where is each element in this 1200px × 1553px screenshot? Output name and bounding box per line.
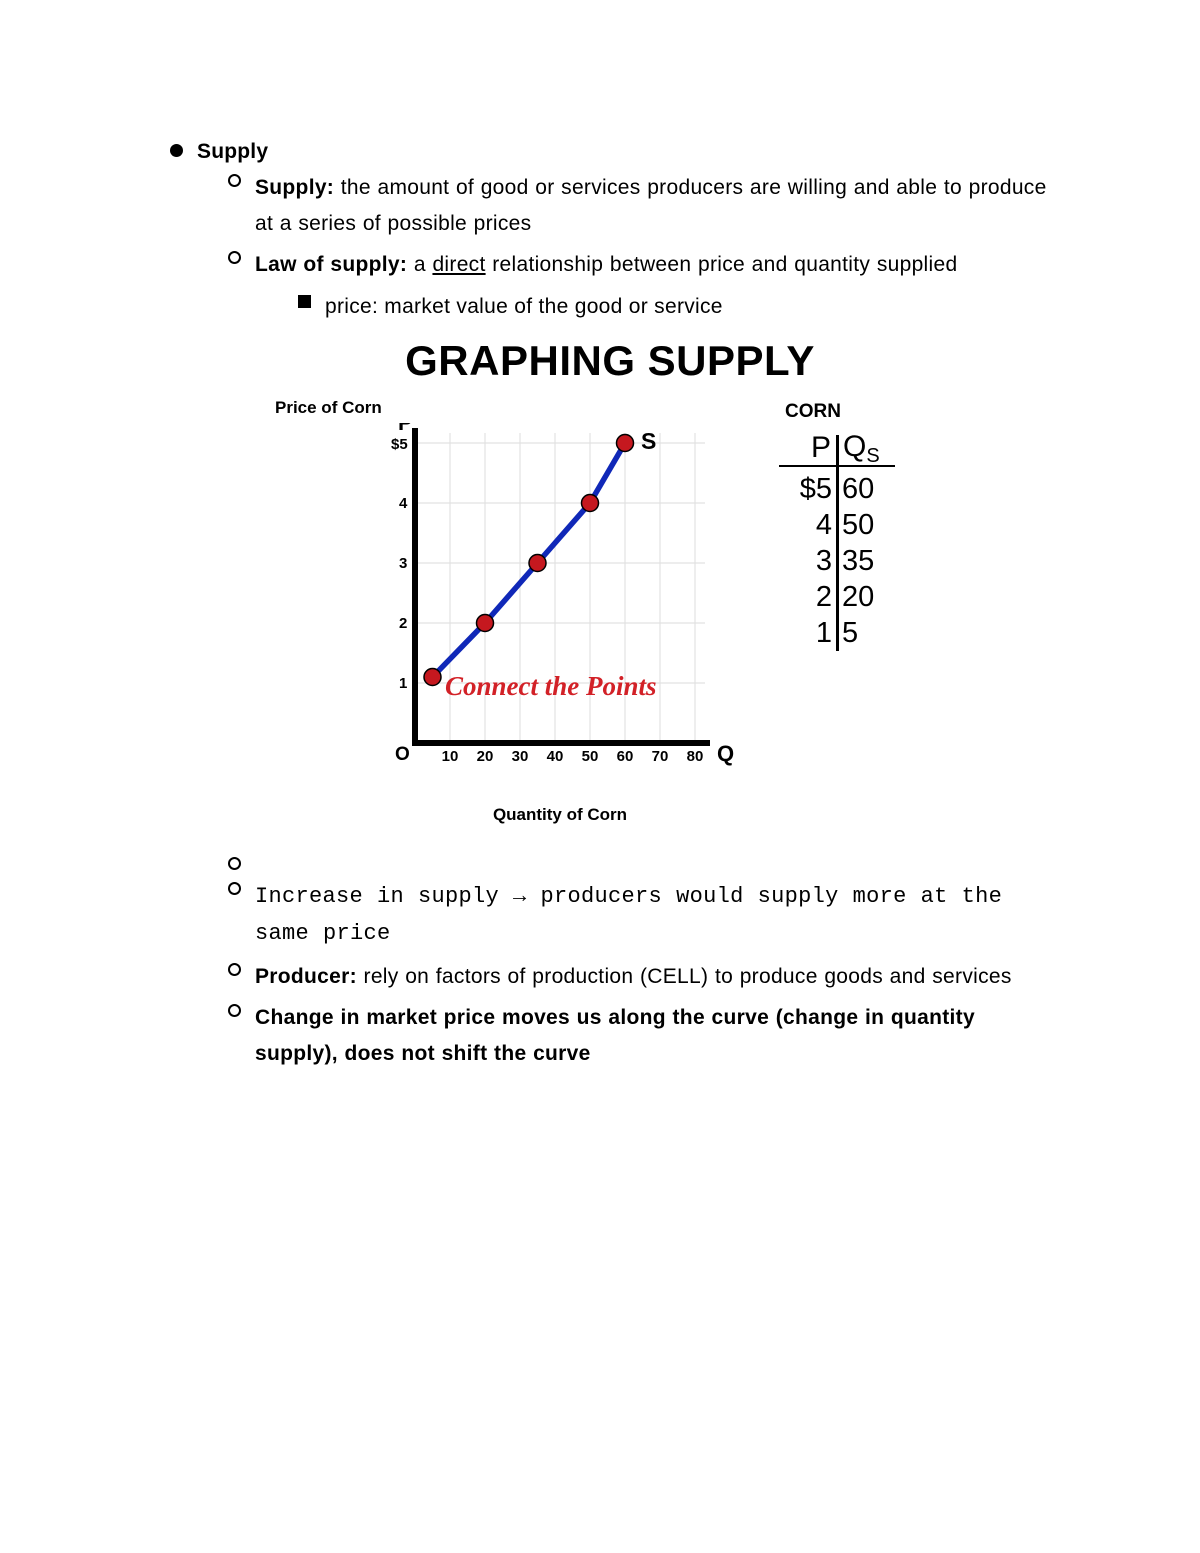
note-text: Change in market price moves us along th… bbox=[255, 1000, 1050, 1071]
chart-title: GRAPHING SUPPLY bbox=[230, 337, 990, 385]
data-point bbox=[529, 554, 546, 571]
heading-text: Supply bbox=[197, 140, 268, 163]
note-lead: Law of supply: bbox=[255, 253, 407, 276]
plot-svg: $5 4 3 2 1 10 20 30 40 50 60 70 80 P Q O… bbox=[385, 423, 735, 773]
note-text: price: market value of the good or servi… bbox=[325, 289, 1050, 325]
table-header-p: P bbox=[811, 431, 831, 465]
table-cell-p: 3 bbox=[782, 547, 832, 576]
x-tick: 10 bbox=[442, 748, 459, 765]
note-text: Supply: the amount of good or services p… bbox=[255, 170, 1050, 241]
table-horizontal-line bbox=[779, 465, 895, 468]
page: Supply Supply: the amount of good or ser… bbox=[0, 0, 1200, 1553]
p-axis-letter: P bbox=[398, 423, 413, 435]
note-text-mono: Increase in supply → producers would sup… bbox=[255, 878, 1050, 953]
bullet-open-icon bbox=[228, 1004, 241, 1017]
y-tick: 1 bbox=[399, 675, 407, 692]
bullet-open-icon bbox=[228, 963, 241, 976]
note-change-price: Change in market price moves us along th… bbox=[228, 1000, 1050, 1071]
x-axis-label: Quantity of Corn bbox=[385, 805, 735, 825]
heading-row: Supply bbox=[170, 140, 1050, 164]
data-point bbox=[477, 614, 494, 631]
connect-points-label: Connect the Points bbox=[445, 671, 657, 701]
data-point bbox=[617, 434, 634, 451]
table-cell-q: 5 bbox=[842, 619, 892, 648]
x-tick: 60 bbox=[617, 748, 634, 765]
note-lead: Supply: bbox=[255, 176, 334, 199]
notes-content: Supply Supply: the amount of good or ser… bbox=[170, 140, 1050, 1072]
x-tick: 20 bbox=[477, 748, 494, 765]
y-tick: 2 bbox=[399, 615, 407, 632]
note-price-def: price: market value of the good or servi… bbox=[298, 289, 1050, 325]
x-tick: 50 bbox=[582, 748, 599, 765]
bullet-open-icon bbox=[228, 174, 241, 187]
table-cell-q: 50 bbox=[842, 511, 892, 540]
note-increase-supply: Increase in supply → producers would sup… bbox=[228, 878, 1050, 953]
note-text: Law of supply: a direct relationship bet… bbox=[255, 247, 1050, 283]
note-rest: the amount of good or services producers… bbox=[255, 176, 1047, 235]
y-axis-label: Price of Corn bbox=[275, 398, 382, 418]
note-law-of-supply: Law of supply: a direct relationship bet… bbox=[228, 247, 1050, 283]
note-pre: a bbox=[407, 253, 432, 276]
x-tick: 70 bbox=[652, 748, 669, 765]
table-header-s-sub: S bbox=[866, 445, 879, 467]
table-cell-p: 4 bbox=[782, 511, 832, 540]
data-point bbox=[582, 494, 599, 511]
s-curve-label: S bbox=[641, 428, 656, 454]
table-cell-q: 20 bbox=[842, 583, 892, 612]
note-rest: rely on factors of production (CELL) to … bbox=[357, 965, 1012, 988]
x-tick: 30 bbox=[512, 748, 529, 765]
table-cell-p: $5 bbox=[782, 475, 832, 504]
q-axis-letter: Q bbox=[717, 741, 734, 766]
bullet-open-icon bbox=[228, 251, 241, 264]
bullet-open-icon bbox=[228, 857, 241, 870]
table-header-qs: QS bbox=[843, 430, 880, 464]
origin-letter: O bbox=[395, 744, 410, 765]
note-supply-def: Supply: the amount of good or services p… bbox=[228, 170, 1050, 241]
bullet-square-icon bbox=[298, 295, 311, 308]
y-tick: $5 bbox=[391, 436, 408, 453]
note-producer: Producer: rely on factors of production … bbox=[228, 959, 1050, 995]
y-tick: 3 bbox=[399, 555, 407, 572]
table-cell-p: 1 bbox=[782, 619, 832, 648]
table-cell-q: 60 bbox=[842, 475, 892, 504]
supply-chart: GRAPHING SUPPLY Price of Corn CORN bbox=[230, 343, 990, 833]
bullet-solid-icon bbox=[170, 144, 183, 157]
x-tick: 40 bbox=[547, 748, 564, 765]
table-header-q-letter: Q bbox=[843, 430, 866, 463]
table-cell-q: 35 bbox=[842, 547, 892, 576]
x-tick: 80 bbox=[687, 748, 704, 765]
note-post: relationship between price and quantity … bbox=[486, 253, 958, 276]
y-tick: 4 bbox=[399, 495, 408, 512]
note-bold-full: Change in market price moves us along th… bbox=[255, 1006, 975, 1065]
note-blank bbox=[228, 853, 1050, 872]
bullet-open-icon bbox=[228, 882, 241, 895]
note-lead: Producer: bbox=[255, 965, 357, 988]
note-underlined: direct bbox=[432, 253, 485, 276]
note-text: Producer: rely on factors of production … bbox=[255, 959, 1050, 995]
corn-table-label: CORN bbox=[785, 401, 841, 423]
data-point bbox=[424, 668, 441, 685]
table-cell-p: 2 bbox=[782, 583, 832, 612]
